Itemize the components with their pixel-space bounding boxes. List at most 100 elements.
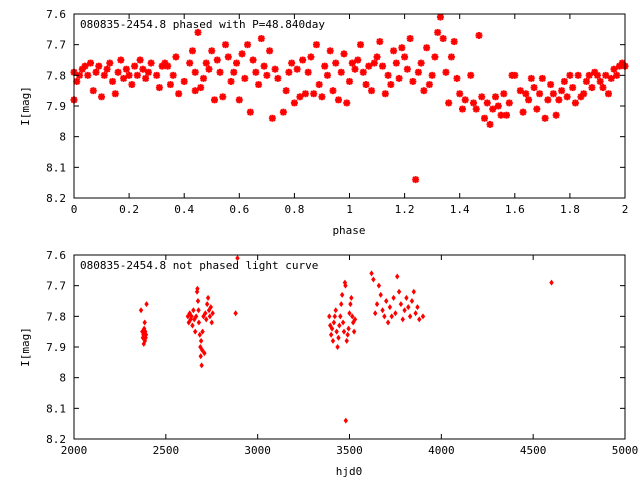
data-point xyxy=(373,53,381,61)
data-point xyxy=(255,81,263,89)
data-point xyxy=(204,316,209,323)
data-point xyxy=(413,310,418,317)
data-point xyxy=(505,99,513,107)
data-point xyxy=(191,307,196,314)
data-point xyxy=(566,71,574,79)
data-point xyxy=(420,313,426,320)
data-point xyxy=(563,93,571,101)
data-point xyxy=(519,108,527,116)
data-point xyxy=(527,74,535,82)
data-point xyxy=(209,319,214,326)
data-point xyxy=(390,47,398,55)
data-point xyxy=(368,87,376,95)
data-point xyxy=(330,337,336,344)
data-point xyxy=(117,56,125,64)
data-point xyxy=(374,301,380,308)
data-point xyxy=(346,77,353,85)
data-point xyxy=(604,90,612,98)
data-point xyxy=(486,120,494,128)
data-point xyxy=(596,77,604,85)
unphased-x-axis-label: hjd0 xyxy=(336,465,363,478)
data-point xyxy=(398,301,404,308)
data-point xyxy=(100,71,108,79)
data-point xyxy=(402,307,407,314)
data-point xyxy=(475,31,483,39)
data-point xyxy=(445,99,453,107)
data-point xyxy=(216,68,224,76)
phased-y-tick-label: 8.2 xyxy=(46,192,66,205)
data-point xyxy=(407,313,413,320)
data-point xyxy=(442,68,450,76)
data-point xyxy=(337,322,342,329)
data-point xyxy=(341,328,347,335)
data-point xyxy=(189,313,194,320)
unphased-plot-frame xyxy=(73,254,626,440)
data-point xyxy=(191,68,199,76)
data-point xyxy=(131,62,139,70)
data-point xyxy=(219,93,227,101)
data-point xyxy=(352,316,358,323)
data-point xyxy=(84,71,92,79)
data-point xyxy=(202,350,207,357)
data-point xyxy=(414,68,422,76)
data-point xyxy=(447,53,455,61)
data-point xyxy=(525,96,533,104)
phased-y-tick-label: 8.1 xyxy=(46,161,66,174)
data-point xyxy=(299,56,307,64)
phased-x-tick-label: 1 xyxy=(346,203,353,216)
unphased-y-tick-label: 8.1 xyxy=(46,402,66,415)
data-point xyxy=(192,316,197,323)
data-point xyxy=(268,114,276,122)
data-point xyxy=(472,105,480,113)
data-point xyxy=(332,59,340,67)
data-point xyxy=(198,353,203,360)
data-point xyxy=(180,77,188,85)
data-point xyxy=(198,337,204,344)
data-point xyxy=(285,68,293,76)
phased-y-axis-label: I[mag] xyxy=(19,86,32,126)
data-point xyxy=(213,56,221,64)
data-point xyxy=(574,71,582,79)
data-point xyxy=(144,301,149,308)
data-point xyxy=(210,310,215,317)
data-point xyxy=(349,294,354,301)
data-point xyxy=(400,316,405,323)
data-point xyxy=(196,319,202,326)
phased-plot-frame xyxy=(73,13,626,199)
unphased-light-curve-points xyxy=(138,255,554,424)
data-point xyxy=(392,59,400,67)
data-point xyxy=(147,59,155,67)
data-point xyxy=(354,56,362,64)
data-point xyxy=(318,93,326,101)
data-point xyxy=(301,90,309,98)
data-point xyxy=(310,90,318,98)
data-point xyxy=(190,322,195,329)
data-point xyxy=(417,316,422,323)
unphased-y-tick-label: 7.7 xyxy=(46,280,66,293)
data-point xyxy=(393,310,398,317)
phased-y-tick-label: 7.6 xyxy=(46,8,66,21)
unphased-x-tick-label: 3000 xyxy=(244,444,271,457)
data-point xyxy=(391,294,396,301)
data-point xyxy=(384,71,392,79)
data-point xyxy=(288,59,296,67)
data-point xyxy=(588,84,596,92)
data-point xyxy=(376,282,382,289)
data-point xyxy=(328,331,334,338)
data-point xyxy=(467,71,475,79)
data-point xyxy=(193,313,199,320)
data-point xyxy=(194,28,202,36)
unphased-light-curve-chart: 2000 2500 3000 3500 4000 4500 5000 7.6 7.7 7.8 7.9… xyxy=(19,249,638,478)
data-point xyxy=(404,294,409,301)
data-point xyxy=(423,44,431,52)
data-point xyxy=(203,310,208,317)
data-point xyxy=(337,68,345,76)
unphased-y-tick-label: 7.6 xyxy=(46,249,66,262)
data-point xyxy=(387,304,393,311)
phased-light-curve-chart: 0 0.2 0.4 0.6 0.8 1 1.2 1.4 1.6 1.8 2 7.6 7.7 7.8 7.9 8… xyxy=(19,8,629,237)
data-point xyxy=(98,93,106,101)
data-point xyxy=(193,328,198,335)
data-point xyxy=(208,304,214,311)
data-point xyxy=(599,84,607,92)
data-point xyxy=(207,313,213,320)
